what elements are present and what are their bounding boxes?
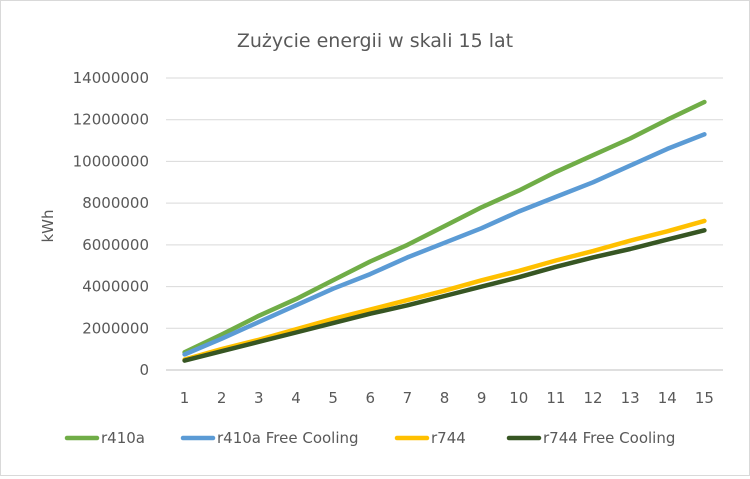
x-tick-label: 14	[658, 389, 677, 407]
y-tick-label: 12000000	[73, 111, 149, 129]
x-tick-label: 1	[180, 389, 190, 407]
x-tick-label: 7	[403, 389, 413, 407]
chart-title: Zużycie energii w skali 15 lat	[237, 30, 513, 52]
x-tick-label: 5	[328, 389, 338, 407]
x-tick-label: 6	[365, 389, 375, 407]
series-line-4	[182, 228, 707, 363]
x-tick-label: 9	[477, 389, 487, 407]
y-axis-title: kWh	[39, 209, 57, 242]
x-tick-label: 3	[254, 389, 264, 407]
x-tick-label: 10	[509, 389, 528, 407]
x-tick-label: 4	[291, 389, 301, 407]
x-tick-label: 11	[546, 389, 565, 407]
legend-label: r410a Free Cooling	[217, 429, 359, 447]
legend-label: r744 Free Cooling	[543, 429, 675, 447]
y-tick-label: 10000000	[73, 152, 149, 170]
y-tick-label: 0	[139, 361, 149, 379]
x-tick-label: 13	[621, 389, 640, 407]
x-tick-labels: 1 2 3 4 5 6 7 8 9 10 11 12 13 14 15	[180, 389, 714, 407]
y-tick-label: 4000000	[82, 278, 149, 296]
x-tick-label: 15	[695, 389, 714, 407]
series-line-2	[182, 132, 707, 357]
y-tick-label: 6000000	[82, 236, 149, 254]
series-line-3	[182, 218, 707, 362]
y-tick-label: 8000000	[82, 194, 149, 212]
legend: r410a r410a Free Cooling r744 r744 Free Coo…	[64, 429, 675, 447]
y-tick-label: 14000000	[73, 69, 149, 87]
legend-label: r744	[431, 429, 466, 447]
series-line-1	[182, 99, 707, 355]
legend-label: r410a	[101, 429, 145, 447]
x-tick-label: 8	[440, 389, 450, 407]
y-tick-label: 2000000	[82, 319, 149, 337]
x-tick-label: 2	[217, 389, 227, 407]
series-group	[182, 99, 707, 363]
x-tick-label: 12	[583, 389, 602, 407]
y-tick-labels: 0 2000000 4000000 6000000 8000000 10000000 120…	[73, 69, 149, 379]
